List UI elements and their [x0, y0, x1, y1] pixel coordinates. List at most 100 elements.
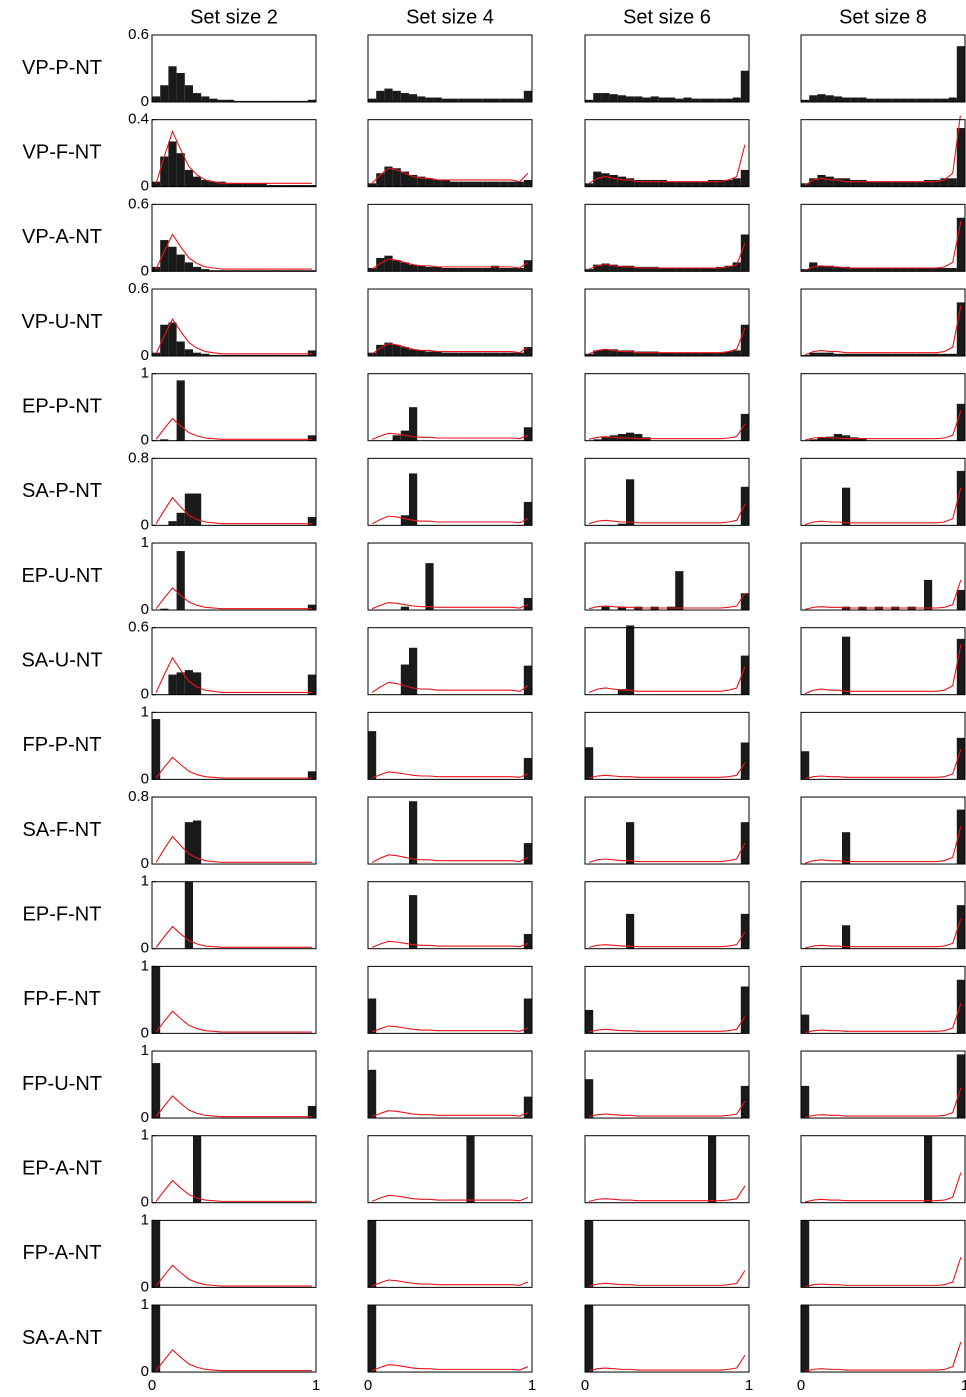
- histogram-bar: [842, 832, 851, 865]
- y-tick-label: 1: [141, 703, 149, 720]
- x-tick-label: 1: [312, 1377, 320, 1394]
- y-tick-label: 0: [141, 686, 149, 703]
- panel: [585, 70, 749, 102]
- histogram-bar: [708, 352, 717, 357]
- histogram-bar: [458, 98, 467, 102]
- histogram-bar: [450, 352, 459, 357]
- panel: [368, 255, 532, 272]
- histogram-bar: [809, 352, 818, 357]
- panel: [152, 1220, 312, 1288]
- histogram-bar: [609, 435, 618, 441]
- model-line: [588, 1270, 746, 1287]
- histogram-bar: [515, 352, 524, 357]
- model-line: [804, 1257, 962, 1288]
- histogram-bar: [740, 486, 749, 526]
- histogram-bar: [258, 183, 267, 187]
- histogram-bar: [924, 353, 933, 357]
- x-tick-label: 1: [528, 1377, 536, 1394]
- panel-frame: [800, 711, 966, 780]
- histogram-bar: [740, 655, 749, 695]
- histogram-bar: [617, 95, 626, 102]
- panel: [152, 1305, 312, 1373]
- x-tick-label: 1: [745, 1377, 753, 1394]
- panel-frame: [151, 457, 317, 526]
- histogram-bar: [523, 427, 532, 441]
- panel: [368, 998, 532, 1034]
- histogram-bar: [184, 349, 193, 357]
- row-label: VP-F-NT: [23, 141, 102, 163]
- histogram-bar: [299, 354, 308, 357]
- histogram-bar: [667, 181, 676, 187]
- panel-frame: [151, 965, 317, 1034]
- histogram-bar: [168, 521, 177, 526]
- histogram-bar: [740, 913, 749, 949]
- histogram-bar: [217, 270, 226, 272]
- histogram-bar: [209, 181, 218, 187]
- histogram-bar: [258, 354, 267, 357]
- histogram-bar: [368, 183, 377, 187]
- model-line: [588, 931, 746, 948]
- panel-frame: [367, 34, 533, 103]
- histogram-bar: [266, 100, 275, 102]
- panel: [804, 905, 965, 949]
- model-line: [588, 144, 746, 184]
- histogram-bar: [499, 352, 508, 357]
- model-line: [371, 167, 529, 184]
- histogram-bar: [675, 571, 684, 611]
- histogram-bar: [833, 353, 842, 357]
- histogram-bar: [817, 265, 826, 272]
- model-line: [371, 602, 529, 610]
- panel-frame: [367, 373, 533, 442]
- histogram-bar: [152, 352, 161, 357]
- histogram-bar: [915, 98, 924, 102]
- histogram-bar: [234, 183, 243, 187]
- model-line: [155, 656, 312, 694]
- histogram-bar: [160, 85, 169, 102]
- histogram-bar: [675, 98, 684, 102]
- histogram-bar: [634, 351, 643, 357]
- panel: [371, 801, 532, 865]
- histogram-bar: [956, 809, 965, 865]
- panel: [804, 470, 965, 526]
- histogram-bar: [585, 269, 594, 272]
- panel-frame: [367, 457, 533, 526]
- x-tick-label: 0: [581, 1377, 589, 1394]
- histogram-bar: [523, 260, 532, 272]
- histogram-bar: [184, 822, 193, 865]
- histogram-bar: [825, 176, 834, 187]
- histogram-bar: [691, 181, 700, 187]
- histogram-bar: [176, 254, 185, 272]
- histogram-bar: [634, 266, 643, 272]
- panel-frame: [151, 542, 317, 611]
- histogram-bar: [291, 270, 300, 272]
- histogram-bar: [409, 94, 418, 102]
- panel-frame: [151, 881, 317, 950]
- histogram-bar: [675, 352, 684, 357]
- histogram-bar: [642, 97, 651, 102]
- histogram-bar: [168, 66, 177, 102]
- histogram-bar: [160, 324, 169, 357]
- histogram-bar: [433, 266, 442, 272]
- y-tick-label: 0.6: [128, 26, 149, 43]
- histogram-bar: [740, 742, 749, 780]
- model-line: [155, 1095, 312, 1118]
- histogram-bar: [160, 608, 169, 611]
- histogram-bar: [874, 181, 883, 187]
- panel-frame: [151, 288, 317, 357]
- histogram-bar: [523, 597, 532, 611]
- histogram-bar: [609, 174, 618, 187]
- histogram-bar: [209, 354, 218, 357]
- histogram-bar: [482, 181, 491, 187]
- row-label: FP-A-NT: [23, 1242, 102, 1264]
- model-line: [155, 835, 312, 863]
- histogram-bar: [209, 98, 218, 102]
- histogram-bar: [523, 347, 532, 357]
- y-tick-label: 1: [141, 1127, 149, 1144]
- histogram-bar: [924, 179, 933, 187]
- histogram-bar: [899, 98, 908, 102]
- histogram-bar: [642, 351, 651, 357]
- histogram-bar: [956, 737, 965, 780]
- panel: [801, 115, 965, 187]
- row-label: VP-U-NT: [21, 311, 102, 333]
- histogram-bar: [601, 349, 610, 357]
